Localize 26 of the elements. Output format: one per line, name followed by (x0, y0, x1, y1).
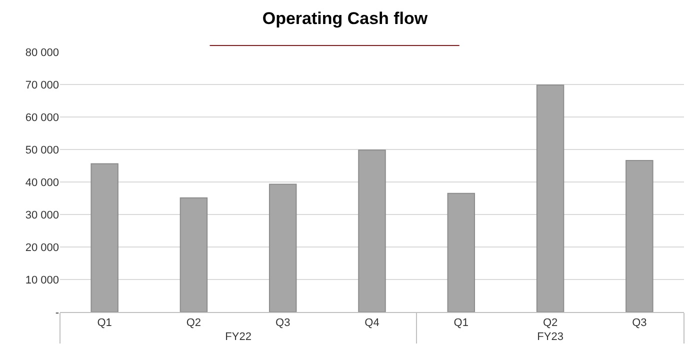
bar (358, 150, 386, 312)
y-tick-label: 80 000 (25, 46, 59, 59)
bar (268, 184, 297, 312)
bar (447, 192, 476, 312)
y-tick-label: 40 000 (25, 176, 59, 189)
y-tick-label: - (55, 306, 60, 319)
x-tick-label: Q1 (454, 317, 468, 330)
text: FY22 (225, 331, 252, 344)
y-tick-label: 20 000 (25, 242, 59, 254)
chart-title: Operating Cash flow (262, 9, 428, 28)
x-tick-label: Q3 (276, 317, 290, 330)
x-tick-label: Q3 (632, 317, 647, 330)
y-tick-label: 30 000 (25, 209, 59, 222)
x-tick-label: Q2 (186, 317, 202, 330)
x-tick-label: Q4 (364, 317, 380, 330)
y-tick-label: 10 000 (25, 274, 59, 286)
x-tick-label: Q1 (97, 317, 112, 330)
y-tick-label: 60 000 (25, 112, 59, 124)
bar (536, 84, 564, 312)
bar (626, 160, 654, 312)
x-tick-label: Q2 (542, 317, 558, 330)
bar (90, 163, 118, 312)
text: FY23 (537, 331, 564, 344)
y-tick-label: 50 000 (25, 144, 59, 156)
bar (180, 197, 208, 312)
y-tick-label: 70 000 (25, 79, 59, 92)
